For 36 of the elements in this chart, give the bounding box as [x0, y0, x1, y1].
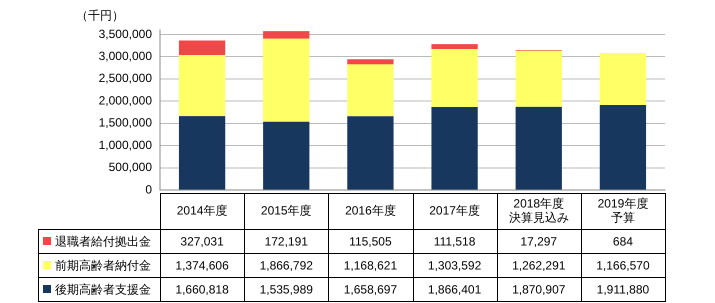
- data-label: 1,866,401: [428, 282, 482, 296]
- data-label: 1,866,792: [260, 258, 314, 272]
- y-tick-label: 3,500,000: [98, 26, 152, 41]
- data-label: 1,166,570: [596, 258, 650, 272]
- data-label: 111,518: [434, 234, 476, 248]
- y-tick-label: 0: [145, 182, 152, 196]
- x-tick-label: 2018年度決算見込み: [508, 196, 569, 224]
- data-label: 1,870,907: [512, 282, 566, 296]
- x-tick-label: 2019年度予算: [598, 196, 648, 224]
- y-tick-label: 500,000: [108, 160, 152, 174]
- y-tick-label: 3,000,000: [98, 48, 152, 63]
- data-label: 327,031: [180, 234, 224, 248]
- data-label: 1,303,592: [428, 258, 482, 272]
- data-label: 17,297: [520, 234, 558, 248]
- y-tick-label: 1,500,000: [98, 116, 152, 130]
- data-label: 1,658,697: [344, 282, 398, 296]
- data-label: 1,374,606: [175, 258, 230, 272]
- y-tick-label: 1,000,000: [98, 138, 152, 152]
- legend-label: 後期高齢者支援金: [55, 282, 151, 296]
- data-label: 1,168,621: [344, 258, 398, 272]
- y-axis-title: （千円）: [76, 8, 124, 22]
- x-tick-label: 2015年度: [260, 203, 312, 218]
- legend-label: 前期高齢者納付金: [55, 258, 151, 272]
- data-label: 1,911,880: [596, 282, 650, 296]
- data-label: 1,535,989: [260, 282, 314, 296]
- data-label: 1,660,818: [175, 282, 230, 296]
- x-tick-label: 2017年度: [429, 203, 480, 218]
- x-tick-label: 2016年度: [345, 203, 396, 218]
- legend-label: 退職者給付拠出金: [55, 234, 151, 248]
- x-tick-label: 2014年度: [176, 203, 228, 218]
- y-tick-label: 2,000,000: [98, 93, 152, 108]
- y-tick-label: 2,500,000: [98, 71, 152, 86]
- data-label: 1,262,291: [512, 258, 566, 272]
- data-label: 172,191: [264, 234, 308, 248]
- data-label: 115,505: [349, 234, 392, 248]
- data-label: 684: [612, 234, 634, 248]
